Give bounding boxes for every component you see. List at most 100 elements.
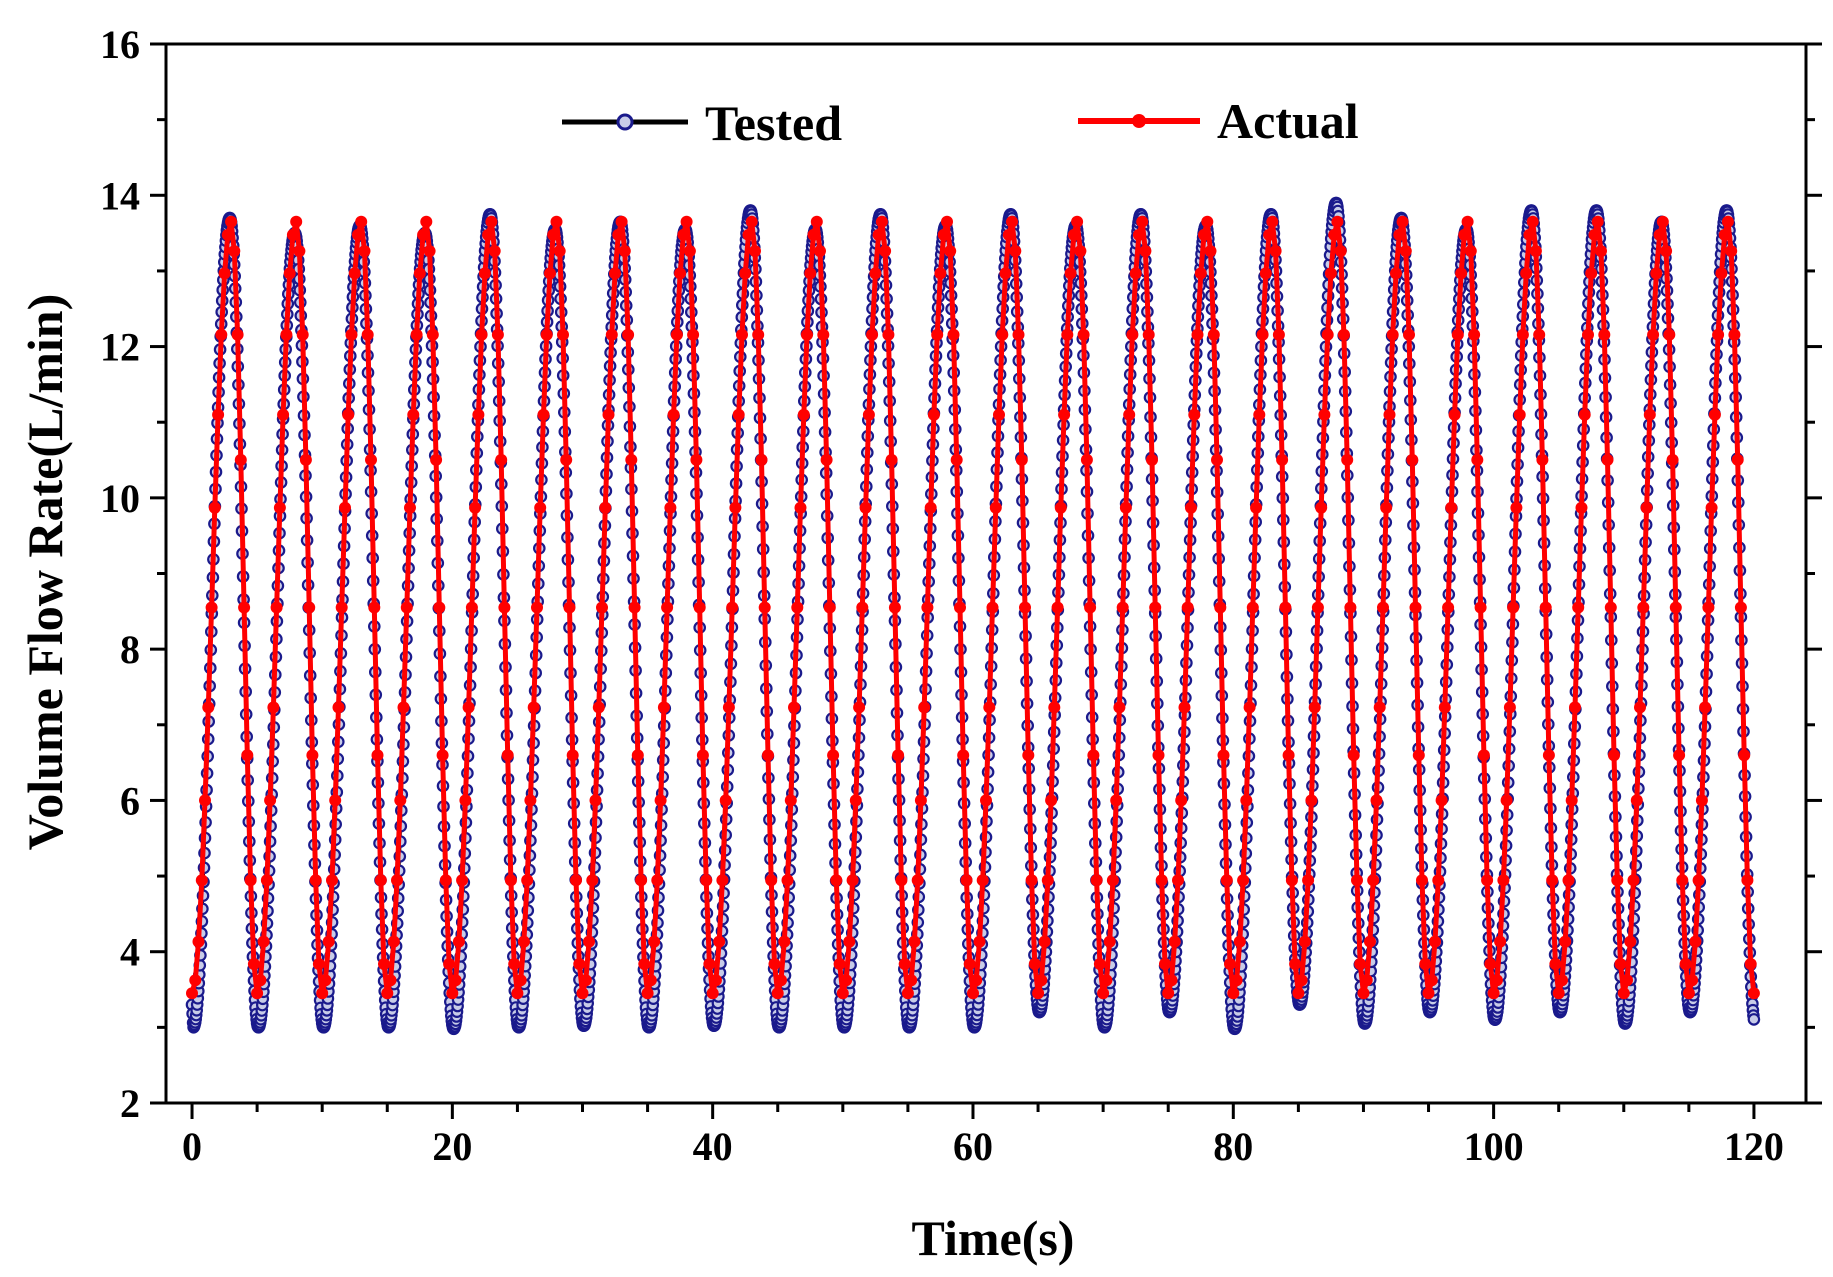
series-actual-point xyxy=(430,453,443,466)
series-actual-point xyxy=(1100,974,1113,987)
series-actual-point xyxy=(846,874,859,887)
series-actual-point xyxy=(817,328,830,341)
series-actual-point xyxy=(251,987,264,1000)
series-actual-point xyxy=(1409,601,1422,614)
series-actual-point xyxy=(495,453,508,466)
series-actual-point xyxy=(976,874,989,887)
series-actual-point xyxy=(1546,874,1559,887)
series-actual-point xyxy=(667,408,680,421)
series-actual-point xyxy=(1337,328,1350,341)
series-actual-point xyxy=(895,874,908,887)
series-actual-point xyxy=(1624,935,1637,948)
series-actual-point xyxy=(1438,701,1451,714)
series-actual-point xyxy=(1178,701,1191,714)
series-actual-point xyxy=(911,874,924,887)
series-actual-point xyxy=(1562,874,1575,887)
series-actual-point xyxy=(1198,228,1210,241)
series-actual-point xyxy=(1181,601,1194,614)
y-axis-title: Volume Flow Rate(L/min) xyxy=(17,294,73,850)
series-actual-point xyxy=(1142,328,1155,341)
series-actual-point xyxy=(296,328,309,341)
legend-actual-marker xyxy=(1132,114,1146,128)
series-actual-point xyxy=(488,245,501,258)
series-actual-point xyxy=(322,935,335,948)
series-actual-point xyxy=(788,701,800,714)
series-actual-point xyxy=(999,267,1012,280)
series-actual-point xyxy=(680,215,693,228)
series-actual-point xyxy=(273,501,286,514)
series-actual-point xyxy=(1396,215,1409,228)
series-actual-point xyxy=(1399,245,1412,258)
series-actual-point xyxy=(1529,245,1542,258)
series-actual-point xyxy=(1598,328,1611,341)
series-actual-point xyxy=(1477,749,1490,762)
series-actual-point xyxy=(1412,749,1425,762)
series-actual-point xyxy=(1237,874,1250,887)
series-actual-point xyxy=(1630,794,1643,807)
series-actual-point xyxy=(862,408,875,421)
series-actual-point xyxy=(1318,408,1331,421)
series-actual-point xyxy=(1435,794,1448,807)
series-actual-point xyxy=(693,601,706,614)
series-actual-point xyxy=(742,228,755,241)
legend-tested-marker xyxy=(616,113,634,131)
series-actual-point xyxy=(771,987,784,1000)
series-actual-point xyxy=(1006,215,1018,228)
series-actual-point xyxy=(791,601,804,614)
series-actual-point xyxy=(690,453,703,466)
series-actual-point xyxy=(1067,228,1080,241)
series-actual-point xyxy=(586,874,599,887)
series-actual-point xyxy=(1064,267,1077,280)
series-actual-point xyxy=(1061,328,1074,341)
series-actual-point xyxy=(1611,874,1624,887)
series-actual-point xyxy=(797,408,810,421)
series-actual-point xyxy=(361,328,374,341)
series-actual-point xyxy=(687,328,700,341)
series-actual-point xyxy=(856,601,869,614)
series-actual-point xyxy=(840,974,853,987)
series-actual-point xyxy=(1054,501,1067,514)
series-actual-point xyxy=(316,987,329,1000)
series-actual-point xyxy=(1386,328,1399,341)
series-actual-point xyxy=(1578,408,1591,421)
series-actual-point xyxy=(1634,701,1646,714)
series-actual-point xyxy=(1367,874,1380,887)
series-actual-point xyxy=(1741,874,1754,887)
series-actual-point xyxy=(1715,267,1728,280)
series-actual-point xyxy=(1588,228,1601,241)
series-actual-point xyxy=(1025,874,1038,887)
series-actual-point xyxy=(1038,935,1051,948)
series-actual-point xyxy=(1201,215,1214,228)
series-actual-point xyxy=(501,749,514,762)
series-actual-point xyxy=(674,267,687,280)
series-actual-point xyxy=(293,245,306,258)
series-actual-point xyxy=(729,501,742,514)
series-actual-point xyxy=(348,267,361,280)
x-tick-label: 60 xyxy=(953,1124,993,1169)
series-actual-point xyxy=(1211,453,1223,466)
y-tick-label: 2 xyxy=(120,1081,140,1126)
series-actual-point xyxy=(736,328,748,341)
series-actual-point xyxy=(381,987,394,1000)
series-actual-point xyxy=(1490,974,1503,987)
series-actual-point xyxy=(1269,245,1282,258)
series-actual-point xyxy=(378,958,390,970)
series-actual-point xyxy=(1341,453,1354,466)
series-actual-point xyxy=(784,794,797,807)
series-actual-point xyxy=(1246,601,1259,614)
series-actual-point xyxy=(830,874,843,887)
series-actual-point xyxy=(374,874,387,887)
series-actual-point xyxy=(1643,408,1656,421)
y-tick-label: 6 xyxy=(120,778,140,823)
series-actual-point xyxy=(807,228,820,241)
series-actual-point xyxy=(443,958,456,970)
series-actual-point xyxy=(511,987,524,1000)
legend: Tested Actual xyxy=(562,93,1359,151)
series-actual-point xyxy=(758,601,771,614)
series-actual-point xyxy=(1673,749,1686,762)
series-actual-point xyxy=(1416,874,1428,887)
series-actual-point xyxy=(563,601,576,614)
series-actual-point xyxy=(534,501,547,514)
series-actual-point xyxy=(1497,874,1510,887)
series-actual-point xyxy=(706,987,719,1000)
